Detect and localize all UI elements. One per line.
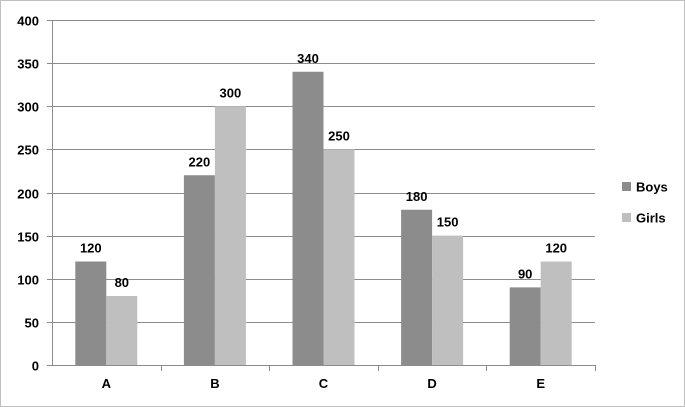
data-label: 120 (545, 241, 567, 256)
data-label: 80 (115, 275, 129, 290)
bar-boys-d (401, 209, 433, 365)
legend-swatch-boys (622, 182, 631, 191)
legend-swatch-girls (622, 213, 631, 222)
x-tick-label: E (536, 376, 545, 391)
legend-label-girls: Girls (636, 211, 666, 226)
bar-boys-a (75, 261, 107, 365)
bar-girls-c (323, 149, 355, 365)
y-tick-label: 400 (17, 14, 39, 29)
y-tick-label: 150 (17, 230, 39, 245)
x-tick-label: C (319, 376, 329, 391)
bar-girls-e (540, 261, 572, 365)
legend-label-boys: Boys (636, 180, 668, 195)
bar-boys-e (509, 287, 541, 365)
x-tick-label: D (427, 376, 436, 391)
data-label: 90 (518, 266, 532, 281)
data-label: 150 (437, 215, 459, 230)
x-tick-label: B (210, 376, 219, 391)
y-tick-label: 250 (17, 143, 39, 158)
y-tick-label: 0 (32, 359, 39, 374)
axes: 0 50 100 150 200 250 300 350 400 A B C D E (17, 14, 596, 391)
data-labels: 120 80 220 300 340 250 180 150 90 120 (80, 51, 567, 290)
y-tick-label: 350 (17, 57, 39, 72)
x-tick-label: A (102, 376, 112, 391)
data-label: 120 (80, 241, 102, 256)
bar-boys-c (292, 71, 324, 365)
y-tick-label: 50 (25, 316, 39, 331)
bar-boys-b (183, 175, 215, 365)
data-label: 250 (328, 128, 350, 143)
y-tick-label: 200 (17, 187, 39, 202)
y-tick-label: 100 (17, 273, 39, 288)
data-label: 220 (189, 154, 211, 169)
data-label: 300 (220, 85, 242, 100)
bars (75, 71, 572, 365)
y-tick-label: 300 (17, 100, 39, 115)
bar-girls-b (214, 106, 246, 365)
bar-girls-a (106, 296, 138, 365)
data-label: 340 (297, 51, 319, 66)
legend: Boys Girls (622, 180, 668, 226)
data-label: 180 (406, 189, 428, 204)
bar-girls-d (432, 235, 464, 365)
